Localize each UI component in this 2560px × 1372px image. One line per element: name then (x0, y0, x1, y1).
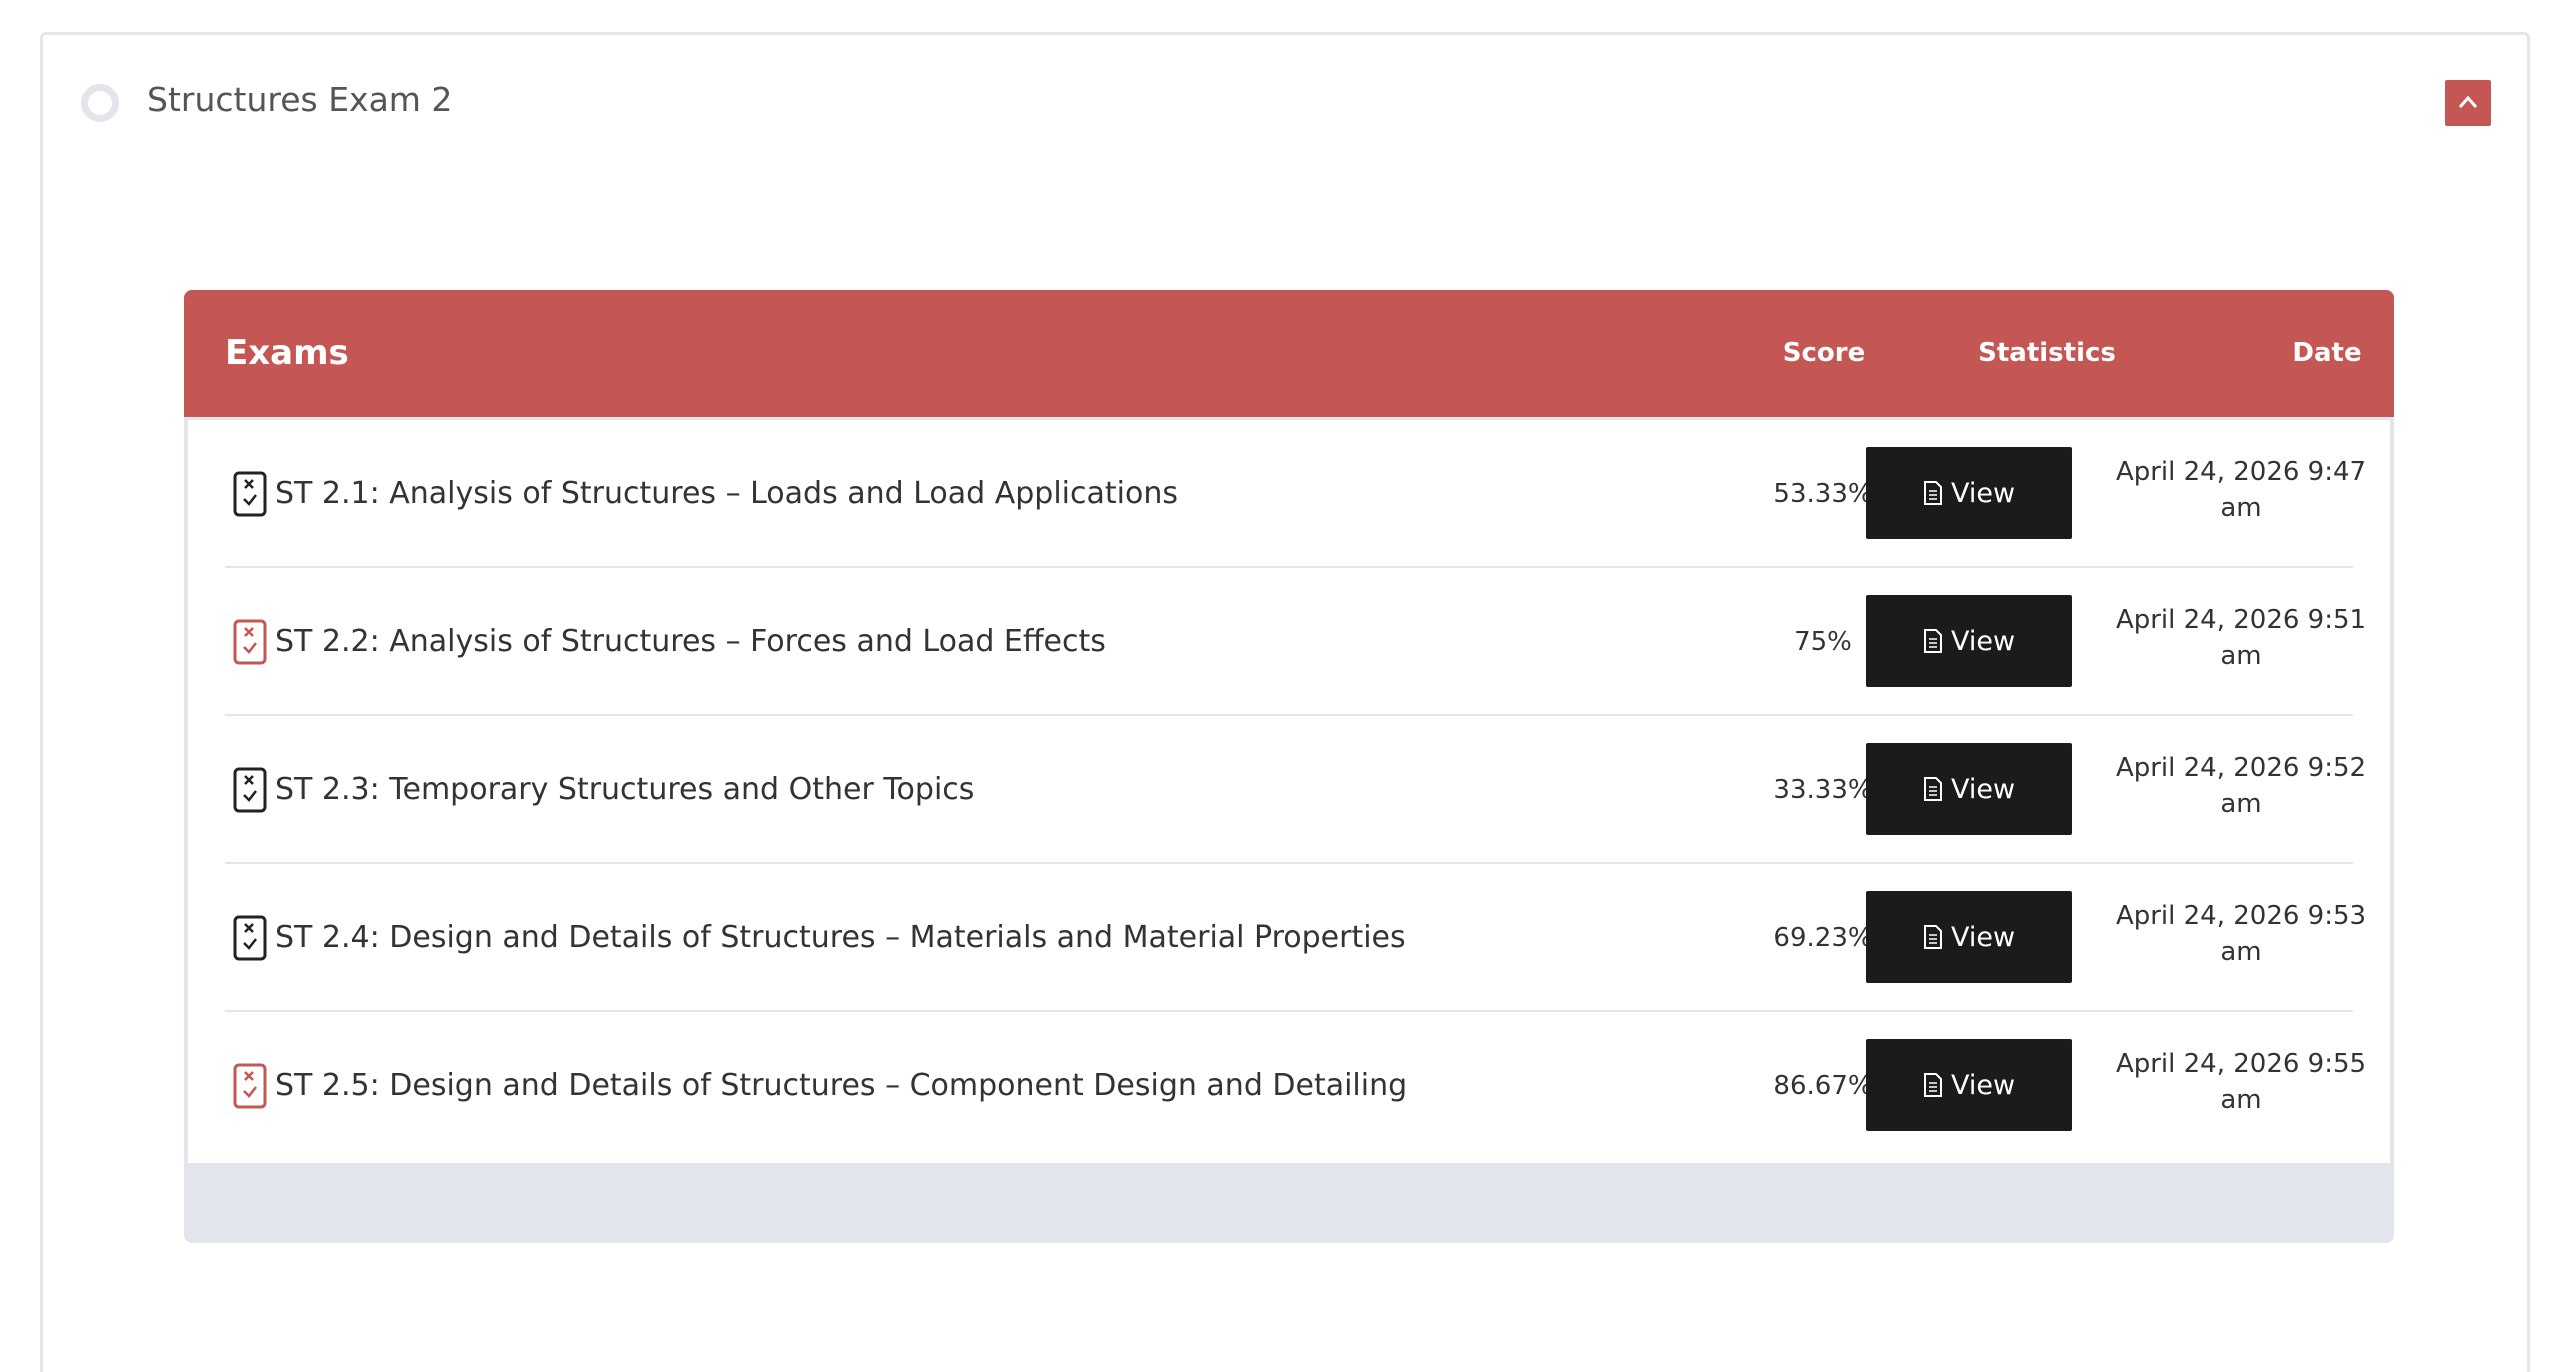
exam-score: 75% (1794, 627, 1852, 657)
table-row: ST 2.2: Analysis of Structures – Forces … (225, 568, 2366, 716)
exam-title-link[interactable]: ST 2.3: Temporary Structures and Other T… (275, 772, 975, 807)
document-icon (1923, 925, 1942, 949)
collapse-button[interactable] (2445, 80, 2491, 126)
exam-date-line1: April 24, 2026 9:55 (2115, 1049, 2367, 1079)
exam-date-line2: am (2220, 1085, 2262, 1115)
view-label: View (1950, 477, 2016, 509)
exam-date-line2: am (2220, 937, 2262, 967)
quiz-pass-icon (233, 1063, 267, 1109)
header-exams: Exams (225, 333, 349, 373)
view-statistics-button[interactable]: View (1866, 891, 2072, 983)
quiz-pass-icon (233, 619, 267, 665)
exam-score: 69.23% (1773, 923, 1873, 953)
document-icon (1923, 629, 1942, 653)
header-date: Date (2292, 338, 2362, 368)
exam-date-line1: April 24, 2026 9:47 (2115, 457, 2367, 487)
quiz-fail-icon (233, 767, 267, 813)
exam-date-line2: am (2220, 493, 2262, 523)
header-score: Score (1782, 338, 1866, 368)
exam-title-link[interactable]: ST 2.1: Analysis of Structures – Loads a… (275, 476, 1178, 511)
view-statistics-button[interactable]: View (1866, 595, 2072, 687)
exam-title-link[interactable]: ST 2.2: Analysis of Structures – Forces … (275, 624, 1106, 659)
view-label: View (1950, 625, 2016, 657)
quiz-fail-icon (233, 471, 267, 517)
exam-date: April 24, 2026 9:51 am (2071, 602, 2394, 674)
exam-date: April 24, 2026 9:52 am (2071, 750, 2394, 822)
exams-table: Exams Score Statistics Date ST 2.1: Anal… (184, 290, 2394, 1243)
progress-circle-icon (81, 84, 119, 122)
table-header: Exams Score Statistics Date (184, 290, 2394, 417)
exam-date: April 24, 2026 9:55 am (2071, 1046, 2394, 1118)
document-icon (1923, 777, 1942, 801)
exam-date-line1: April 24, 2026 9:53 (2115, 901, 2367, 931)
table-row: ST 2.3: Temporary Structures and Other T… (225, 716, 2366, 864)
exam-date: April 24, 2026 9:53 am (2071, 898, 2394, 970)
quiz-fail-icon (233, 915, 267, 961)
exam-date: April 24, 2026 9:47 am (2071, 454, 2394, 526)
view-statistics-button[interactable]: View (1866, 743, 2072, 835)
exam-title-link[interactable]: ST 2.5: Design and Details of Structures… (275, 1068, 1408, 1103)
exam-date-line2: am (2220, 789, 2262, 819)
exam-date-line1: April 24, 2026 9:52 (2115, 753, 2367, 783)
header-statistics: Statistics (1978, 338, 2116, 368)
panel-header[interactable]: Structures Exam 2 (43, 35, 2527, 175)
chevron-up-icon (2458, 95, 2478, 108)
panel-title: Structures Exam 2 (147, 80, 453, 119)
table-row: ST 2.4: Design and Details of Structures… (225, 864, 2366, 1012)
exam-score: 86.67% (1773, 1071, 1873, 1101)
view-label: View (1950, 1069, 2016, 1101)
exam-group-panel: Structures Exam 2 Exams Score Statistics… (40, 32, 2530, 1372)
exam-date-line2: am (2220, 641, 2262, 671)
exam-title-link[interactable]: ST 2.4: Design and Details of Structures… (275, 920, 1406, 955)
view-statistics-button[interactable]: View (1866, 447, 2072, 539)
view-statistics-button[interactable]: View (1866, 1039, 2072, 1131)
document-icon (1923, 1073, 1942, 1097)
exam-score: 53.33% (1773, 479, 1873, 509)
view-label: View (1950, 773, 2016, 805)
table-row: ST 2.1: Analysis of Structures – Loads a… (225, 420, 2366, 568)
exam-date-line1: April 24, 2026 9:51 (2115, 605, 2367, 635)
view-label: View (1950, 921, 2016, 953)
table-body: ST 2.1: Analysis of Structures – Loads a… (188, 420, 2390, 1163)
exam-score: 33.33% (1773, 775, 1873, 805)
document-icon (1923, 481, 1942, 505)
table-row: ST 2.5: Design and Details of Structures… (225, 1012, 2366, 1160)
